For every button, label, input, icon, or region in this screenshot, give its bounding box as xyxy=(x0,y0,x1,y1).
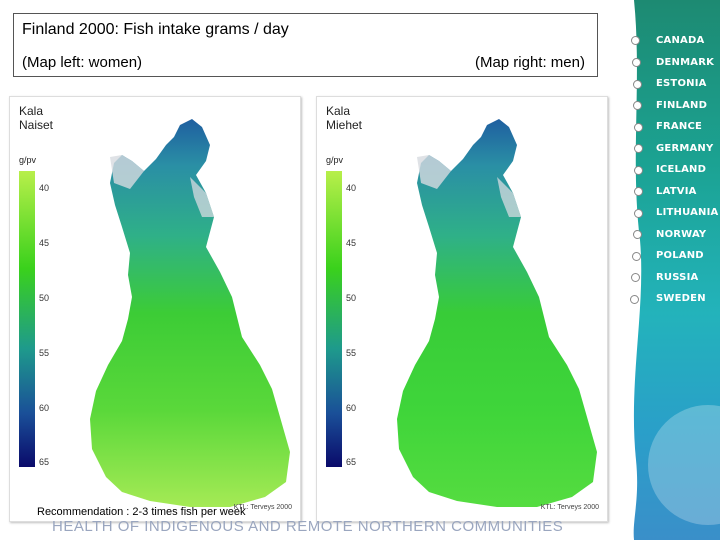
finland-shape xyxy=(397,119,597,507)
country-russia[interactable]: RUSSIA xyxy=(656,272,699,283)
country-dot[interactable] xyxy=(632,252,641,261)
country-canada[interactable]: CANADA xyxy=(656,35,705,46)
slide-title: Finland 2000: Fish intake grams / day xyxy=(22,21,289,38)
country-lithuania[interactable]: LITHUANIA xyxy=(656,207,719,218)
legend-tick: 50 xyxy=(346,293,357,303)
country-germany[interactable]: GERMANY xyxy=(656,143,714,154)
map-credit: KTL: Terveys 2000 xyxy=(540,504,599,511)
legend-tick: 55 xyxy=(346,348,357,358)
map-credit: KTL: Terveys 2000 xyxy=(233,504,292,511)
legend-tick: 50 xyxy=(39,293,50,303)
legend-tick: 60 xyxy=(39,403,50,413)
country-dot[interactable] xyxy=(630,295,639,304)
country-dot[interactable] xyxy=(631,36,640,45)
recommendation-note: Recommendation : 2-3 times fish per week xyxy=(37,506,246,518)
title-box: Finland 2000: Fish intake grams / day (M… xyxy=(13,13,598,77)
legend-tick: 40 xyxy=(39,183,50,193)
map-title-women: Kala Naiset xyxy=(19,104,53,132)
legend-tick: 55 xyxy=(39,348,50,358)
country-iceland[interactable]: ICELAND xyxy=(656,164,707,175)
country-dot[interactable] xyxy=(633,80,642,89)
legend-unit: g/pv xyxy=(19,155,37,165)
country-dot[interactable] xyxy=(632,58,641,67)
finland-shape xyxy=(90,119,290,507)
country-estonia[interactable]: ESTONIA xyxy=(656,78,707,89)
country-denmark[interactable]: DENMARK xyxy=(656,57,715,68)
map-panel-women: Kala Naiset g/pv 40 45 50 55 60 65 KTL: … xyxy=(9,96,301,522)
legend-colorbar xyxy=(19,171,35,467)
country-dot[interactable] xyxy=(634,187,643,196)
country-poland[interactable]: POLAND xyxy=(656,250,704,261)
map-label-line2: Naiset xyxy=(19,118,54,132)
map-label-line2: Miehet xyxy=(326,118,363,132)
legend-unit: g/pv xyxy=(326,155,344,165)
lapland-east-patch xyxy=(190,177,214,217)
country-dot[interactable] xyxy=(634,144,643,153)
lapland-north-patch xyxy=(110,155,144,189)
country-latvia[interactable]: LATVIA xyxy=(656,186,697,197)
panel-wave-edge xyxy=(620,0,642,540)
subtitle-left: (Map left: women) xyxy=(22,54,143,71)
legend-tick: 45 xyxy=(346,238,357,248)
country-sweden[interactable]: SWEDEN xyxy=(656,293,706,304)
lapland-east-patch xyxy=(497,177,521,217)
country-norway[interactable]: NORWAY xyxy=(656,229,707,240)
legend-tick: 45 xyxy=(39,238,50,248)
legend-tick: 65 xyxy=(39,457,50,467)
country-france[interactable]: FRANCE xyxy=(656,121,703,132)
map-label-line1: Kala xyxy=(326,104,351,118)
lapland-north-patch xyxy=(417,155,451,189)
legend-tick: 60 xyxy=(346,403,357,413)
map-panel-men: Kala Miehet g/pv 40 45 50 55 60 65 KTL: … xyxy=(316,96,608,522)
footer-band: HEALTH OF INDIGENOUS AND REMOTE NORTHERN… xyxy=(0,520,620,540)
country-nav-panel: CANADA DENMARK ESTONIA FINLAND FRANCE GE… xyxy=(620,0,720,540)
map-title-men: Kala Miehet xyxy=(326,104,362,132)
map-label-line1: Kala xyxy=(19,104,44,118)
country-dot[interactable] xyxy=(634,166,643,175)
legend-tick: 40 xyxy=(346,183,357,193)
country-finland[interactable]: FINLAND xyxy=(656,100,708,111)
country-dot[interactable] xyxy=(633,230,642,239)
finland-map-men xyxy=(397,119,597,507)
legend-colorbar xyxy=(326,171,342,467)
country-dot[interactable] xyxy=(631,273,640,282)
footer-title: HEALTH OF INDIGENOUS AND REMOTE NORTHERN… xyxy=(52,520,564,535)
subtitle-right: (Map right: men) xyxy=(474,54,585,71)
finland-map-women xyxy=(90,119,290,507)
country-dot[interactable] xyxy=(633,101,642,110)
legend-tick: 65 xyxy=(346,457,357,467)
country-dot[interactable] xyxy=(634,123,643,132)
country-dot[interactable] xyxy=(634,209,643,218)
